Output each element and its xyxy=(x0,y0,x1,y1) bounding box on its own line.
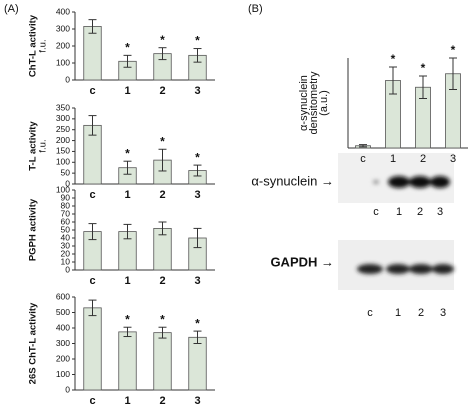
blot-bands xyxy=(357,264,454,274)
blot-label: α-synuclein → xyxy=(251,173,334,188)
y-tick-label: 250 xyxy=(56,124,70,134)
y-tick-label: 500 xyxy=(56,307,70,317)
blot-label: GAPDH → xyxy=(270,254,334,269)
significance-marker: * xyxy=(125,312,130,326)
blot-bands xyxy=(373,176,450,188)
bar xyxy=(83,26,102,81)
y-tick-label: 100 xyxy=(56,369,70,379)
y-tick-label: 200 xyxy=(56,353,70,363)
y-tick-label: 0 xyxy=(65,384,70,394)
y-tick-label: 30 xyxy=(61,240,71,250)
y-axis-label: 26S ChT-L activity xyxy=(28,302,39,384)
x-tick-label: 1 xyxy=(124,85,130,97)
x-tick-label: 2 xyxy=(159,85,165,97)
y-tick-label: 100 xyxy=(56,157,70,167)
x-tick-label: 2 xyxy=(159,189,165,201)
x-tick-label: c xyxy=(89,395,95,407)
panel-label: (B) xyxy=(248,3,263,15)
significance-marker: * xyxy=(160,312,165,326)
significance-marker: * xyxy=(160,33,165,47)
y-tick-label: 50 xyxy=(61,224,71,234)
significance-marker: * xyxy=(195,316,200,330)
y-tick-label: 0 xyxy=(65,178,70,188)
y-axis-label: PGPH activity xyxy=(28,198,39,261)
x-tick-label: c xyxy=(360,153,366,165)
y-tick-label: 300 xyxy=(56,23,70,33)
y-tick-label: 40 xyxy=(61,232,71,242)
panel-label: (A) xyxy=(4,3,19,15)
x-tick-label: c xyxy=(89,275,95,287)
significance-marker: * xyxy=(421,61,426,75)
x-tick-label: 2 xyxy=(159,275,165,287)
y-axis-label: (a.u.) xyxy=(318,90,330,116)
lane-label: c xyxy=(373,206,379,218)
significance-marker: * xyxy=(125,41,130,55)
y-tick-label: 0 xyxy=(65,264,70,274)
y-tick-label: 200 xyxy=(56,135,70,145)
lane-label: 3 xyxy=(440,307,446,319)
y-tick-label: 90 xyxy=(61,192,71,202)
x-tick-label: 3 xyxy=(194,85,200,97)
lane-label: c xyxy=(367,307,373,319)
y-tick-label: 300 xyxy=(56,338,70,348)
significance-marker: * xyxy=(195,150,200,164)
y-tick-label: 100 xyxy=(56,57,70,67)
x-tick-label: 1 xyxy=(124,395,130,407)
y-axis-label: α-synuclein xyxy=(298,75,310,131)
x-tick-label: 1 xyxy=(124,275,130,287)
x-tick-label: c xyxy=(89,85,95,97)
bar xyxy=(83,307,102,391)
y-axis-label: f.u. xyxy=(38,39,49,52)
x-tick-label: 3 xyxy=(194,275,200,287)
lane-label: 1 xyxy=(396,206,402,218)
y-tick-label: 200 xyxy=(56,40,70,50)
lane-label: 1 xyxy=(395,307,401,319)
significance-marker: * xyxy=(451,43,456,57)
x-tick-label: 1 xyxy=(124,189,130,201)
bar xyxy=(153,332,172,391)
significance-marker: * xyxy=(125,146,130,160)
y-axis-label: T-L activity xyxy=(28,121,39,171)
lane-label: 2 xyxy=(417,206,423,218)
y-tick-label: 300 xyxy=(56,113,70,123)
y-axis-label: densitometry xyxy=(308,71,320,134)
y-tick-label: 50 xyxy=(61,167,71,177)
significance-marker: * xyxy=(391,52,396,66)
y-tick-label: 600 xyxy=(56,291,70,301)
x-tick-label: c xyxy=(89,189,95,201)
y-tick-label: 400 xyxy=(56,6,70,16)
x-tick-label: 3 xyxy=(194,189,200,201)
y-tick-label: 70 xyxy=(61,208,71,218)
significance-marker: * xyxy=(160,134,165,148)
y-tick-label: 20 xyxy=(61,248,71,258)
y-tick-label: 100 xyxy=(56,184,70,194)
x-tick-label: 2 xyxy=(420,153,426,165)
y-tick-label: 400 xyxy=(56,322,70,332)
y-tick-label: 10 xyxy=(61,256,71,266)
bar xyxy=(188,336,207,391)
y-tick-label: 150 xyxy=(56,146,70,156)
y-tick-label: 350 xyxy=(56,102,70,112)
x-tick-label: 1 xyxy=(390,153,396,165)
y-axis-label: f.u. xyxy=(38,139,49,152)
bar xyxy=(118,331,137,391)
x-tick-label: 3 xyxy=(194,395,200,407)
x-tick-label: 2 xyxy=(159,395,165,407)
lane-label: 3 xyxy=(437,206,443,218)
y-tick-label: 80 xyxy=(61,200,71,210)
x-tick-label: 3 xyxy=(450,153,456,165)
y-tick-label: 0 xyxy=(65,74,70,84)
y-axis-label: ChT-L activity xyxy=(28,14,39,77)
lane-label: 2 xyxy=(418,307,424,319)
significance-marker: * xyxy=(195,34,200,48)
y-tick-label: 60 xyxy=(61,216,71,226)
